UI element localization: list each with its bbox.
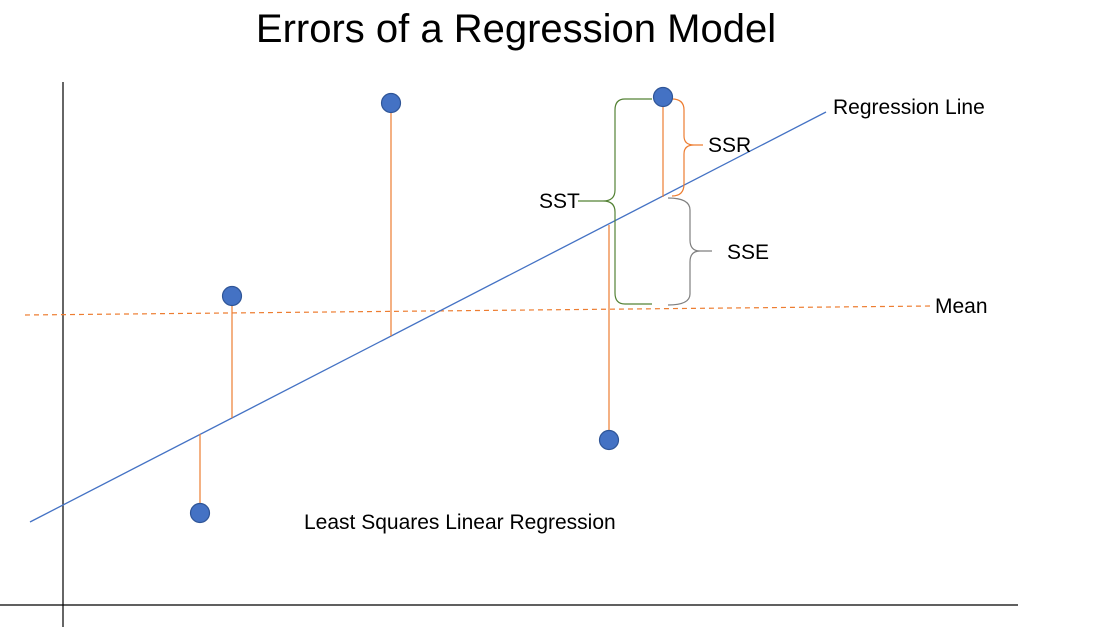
ssr-label: SSR (708, 134, 751, 157)
data-point (221, 285, 243, 307)
ssr-bracket (671, 98, 703, 197)
regression-line-label: Regression Line (833, 96, 985, 119)
diagram-title: Errors of a Regression Model (256, 7, 776, 51)
sse-label: SSE (727, 241, 769, 264)
data-point (598, 429, 620, 451)
caption: Least Squares Linear Regression (304, 511, 616, 534)
data-point (380, 92, 402, 114)
regression-line (29, 111, 827, 523)
sst-label: SST (539, 190, 580, 213)
mean-line (24, 305, 933, 316)
sst-bracket (578, 98, 652, 305)
sse-bracket (667, 197, 712, 306)
data-point (189, 502, 211, 524)
data-point (652, 86, 674, 108)
mean-label: Mean (935, 295, 988, 318)
